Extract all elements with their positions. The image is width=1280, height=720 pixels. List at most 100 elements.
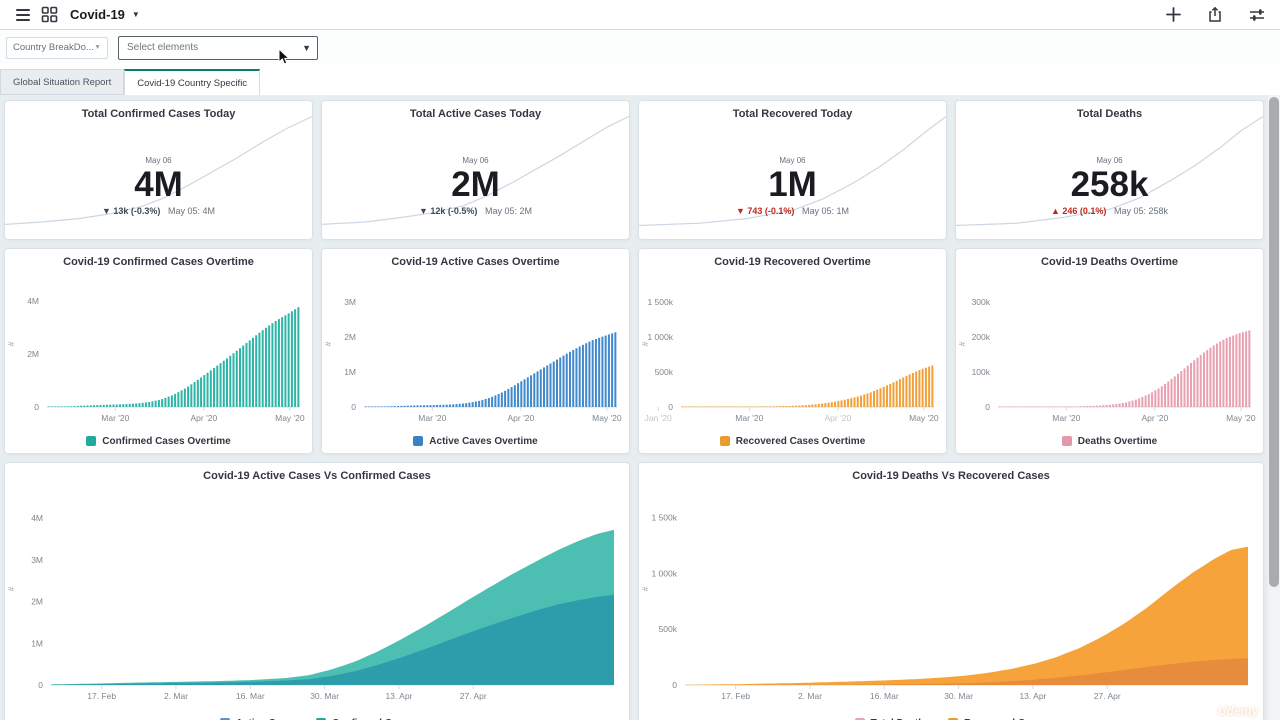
grid-icon bbox=[41, 6, 57, 23]
bar-series bbox=[681, 365, 934, 407]
menu-button[interactable] bbox=[10, 4, 36, 26]
y-axis-unit-label: # bbox=[641, 586, 650, 591]
legend-item[interactable]: Deaths Overtime bbox=[1061, 435, 1158, 447]
bar-series bbox=[998, 330, 1251, 407]
y-axis-tick-label: 1 500k bbox=[651, 513, 677, 523]
y-axis-tick-label: 0 bbox=[985, 402, 990, 412]
x-axis-tick-label: 27. Apr bbox=[460, 691, 487, 701]
kpi-metric: May 06 1M ▼ 743 (-0.1%) May 05: 1M bbox=[639, 156, 946, 216]
y-axis-tick-label: 2M bbox=[31, 597, 43, 607]
y-axis-tick-label: 1 000k bbox=[647, 332, 673, 342]
chevron-down-icon: ▼ bbox=[94, 44, 101, 51]
legend-item[interactable]: Confirmed Cases bbox=[316, 718, 414, 720]
dashboards-app-button[interactable] bbox=[36, 4, 62, 26]
tab-label: Covid-19 Country Specific bbox=[137, 77, 248, 89]
chart-panel-active-vs-confirmed: Covid-19 Active Cases Vs Confirmed Cases… bbox=[4, 462, 630, 720]
bar-chart-active[interactable]: #0 1M 2M 3M Mar '20 Apr '20 May '20 bbox=[322, 273, 629, 429]
kpi-sparkline-chart bbox=[5, 115, 312, 225]
kpi-delta: ▲ 246 (0.1%) bbox=[1051, 206, 1107, 216]
area-chart-deaths-vs-recovered[interactable]: #0 500k 1 000k 1 500k 17. Feb 2. Mar 16. Mar 30… bbox=[639, 487, 1264, 711]
add-panel-button[interactable] bbox=[1160, 4, 1186, 26]
area-series-recovered-cases bbox=[685, 546, 1248, 685]
y-axis-tick-label: 2M bbox=[27, 349, 39, 359]
y-axis-unit-label: # bbox=[324, 341, 333, 346]
kpi-value: 4M bbox=[134, 165, 183, 204]
chart-title: Covid-19 Confirmed Cases Overtime bbox=[63, 256, 254, 268]
x-axis-tick-label: May '20 bbox=[1226, 413, 1256, 423]
legend-item[interactable]: Total Deaths bbox=[854, 718, 930, 720]
legend-swatch-icon bbox=[947, 718, 958, 720]
kpi-date: May 06 bbox=[145, 156, 172, 165]
bar-chart-confirmed[interactable]: #0 2M 4M Mar '20 Apr '20 May '20 bbox=[5, 273, 312, 429]
kpi-panel-active: Total Active Cases Today May 06 2M ▼ 12k… bbox=[321, 100, 630, 240]
x-axis-tick-label: May '20 bbox=[275, 413, 305, 423]
x-axis-tick-label: 27. Apr bbox=[1094, 691, 1121, 701]
legend-label: Confirmed Cases bbox=[332, 718, 414, 720]
legend-item[interactable]: Recovered Cases bbox=[947, 718, 1047, 720]
vertical-scrollbar[interactable] bbox=[1268, 95, 1280, 720]
kpi-date: May 06 bbox=[779, 156, 806, 165]
legend-item[interactable]: Active Cases bbox=[219, 718, 298, 720]
bar-chart-recovered[interactable]: #0 500k 1 000k 1 500k Jan '20 Mar '20 Apr '20 M… bbox=[639, 273, 946, 429]
bar-series bbox=[364, 332, 617, 408]
kpi-title: Total Confirmed Cases Today bbox=[81, 108, 236, 120]
chart-panel-deaths-vs-recovered: Covid-19 Deaths Vs Recovered Cases #0 500… bbox=[638, 462, 1264, 720]
legend-item[interactable]: Recovered Cases Overtime bbox=[719, 436, 865, 447]
kpi-metric: May 06 258k ▲ 246 (0.1%) May 05: 258k bbox=[956, 156, 1263, 216]
title-dropdown-caret-icon[interactable]: ▼ bbox=[131, 10, 140, 19]
chart-title: Covid-19 Recovered Overtime bbox=[714, 256, 871, 268]
y-axis-tick-label: 1M bbox=[344, 367, 356, 377]
kpi-sparkline bbox=[639, 116, 946, 227]
legend-swatch-icon bbox=[316, 718, 326, 720]
y-axis-tick-label: 1 500k bbox=[647, 297, 673, 307]
kpi-delta: ▼ 12k (-0.5%) bbox=[419, 206, 478, 216]
select-elements-input[interactable] bbox=[119, 42, 303, 53]
legend-label: Active Cases bbox=[236, 718, 298, 720]
legend-label: Deaths Overtime bbox=[1077, 435, 1158, 447]
kpi-compare: May 05: 258k bbox=[1113, 206, 1168, 216]
x-axis-tick-label: Mar '20 bbox=[418, 413, 446, 423]
chart-panel-deaths-overtime: Covid-19 Deaths Overtime #0 100k 200k 300k M… bbox=[955, 248, 1264, 454]
dashboard-controls-row: Country BreakDo... ▼ ▼ bbox=[0, 31, 1280, 64]
kpi-compare: May 05: 4M bbox=[167, 206, 215, 216]
y-axis-unit-label: # bbox=[7, 586, 16, 591]
country-breakdown-select[interactable]: Country BreakDo... ▼ bbox=[6, 36, 108, 59]
tab-covid19-country-specific[interactable]: Covid-19 Country Specific bbox=[124, 69, 261, 95]
options-button[interactable] bbox=[1244, 4, 1270, 26]
legend-item[interactable]: Confirmed Cases Overtime bbox=[86, 436, 231, 447]
bar-series bbox=[47, 307, 300, 407]
y-axis-tick-label: 200k bbox=[972, 332, 991, 342]
x-axis-tick-label: Apr '20 bbox=[1142, 413, 1169, 423]
bar-charts-row: Covid-19 Confirmed Cases Overtime #0 2M 4M… bbox=[4, 248, 1264, 454]
kpi-delta: ▼ 13k (-0.3%) bbox=[102, 206, 161, 216]
x-axis-tick-label: 16. Mar bbox=[870, 691, 899, 701]
select-elements-combobox[interactable]: ▼ bbox=[118, 35, 318, 60]
share-button[interactable] bbox=[1202, 4, 1228, 26]
kpi-metric: May 06 2M ▼ 12k (-0.5%) May 05: 2M bbox=[322, 156, 629, 216]
x-axis-tick-label: Apr '20 bbox=[825, 413, 852, 423]
legend-swatch-icon bbox=[86, 436, 97, 446]
area-series-active-cases bbox=[51, 594, 614, 685]
x-axis-tick-label: Apr '20 bbox=[191, 413, 218, 423]
country-breakdown-label: Country BreakDo... bbox=[13, 42, 94, 53]
kpi-value: 1M bbox=[768, 165, 817, 204]
y-axis-unit-label: # bbox=[958, 341, 967, 346]
tab-global-situation-report[interactable]: Global Situation Report bbox=[0, 69, 125, 95]
chart-legend: Deaths Overtime bbox=[956, 429, 1263, 453]
scrollbar-thumb[interactable] bbox=[1269, 97, 1279, 587]
chart-panel-active-overtime: Covid-19 Active Cases Overtime #0 1M 2M 3M M… bbox=[321, 248, 630, 454]
kpi-title: Total Recovered Today bbox=[732, 108, 853, 120]
x-axis-tick-label: 2. Mar bbox=[798, 691, 822, 701]
y-axis-tick-label: 500k bbox=[659, 624, 678, 634]
area-chart-active-vs-confirmed[interactable]: #0 1M 2M 3M 4M 17. Feb 2. Mar 16. Mar 30. Mar 13.… bbox=[5, 487, 630, 711]
chart-title: Covid-19 Active Cases Overtime bbox=[391, 256, 560, 268]
x-axis-tick-label: 13. Apr bbox=[1019, 691, 1046, 701]
bar-chart-deaths[interactable]: #0 100k 200k 300k Mar '20 Apr '20 May '20 bbox=[956, 273, 1263, 429]
legend-label: Active Caves Overtime bbox=[429, 435, 538, 447]
x-axis-tick-label: Mar '20 bbox=[735, 413, 763, 423]
x-axis-tick-label: 17. Feb bbox=[87, 691, 116, 701]
y-axis-tick-label: 2M bbox=[344, 332, 356, 342]
legend-item[interactable]: Active Caves Overtime bbox=[413, 435, 538, 447]
combobox-caret-icon[interactable]: ▼ bbox=[302, 42, 311, 53]
kpi-sparkline bbox=[956, 115, 1263, 227]
